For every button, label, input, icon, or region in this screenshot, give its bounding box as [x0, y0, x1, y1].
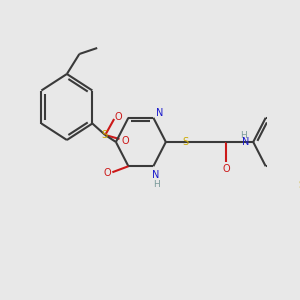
- Text: O: O: [223, 164, 230, 174]
- Text: N: N: [152, 170, 160, 180]
- Text: O: O: [115, 112, 122, 122]
- Text: O: O: [103, 168, 111, 178]
- Text: S: S: [182, 137, 188, 147]
- Text: H: H: [153, 180, 159, 189]
- Text: O: O: [121, 136, 129, 146]
- Text: N: N: [242, 137, 250, 147]
- Text: N: N: [156, 108, 163, 118]
- Text: S: S: [298, 180, 300, 190]
- Text: S: S: [101, 130, 107, 140]
- Text: H: H: [240, 130, 247, 140]
